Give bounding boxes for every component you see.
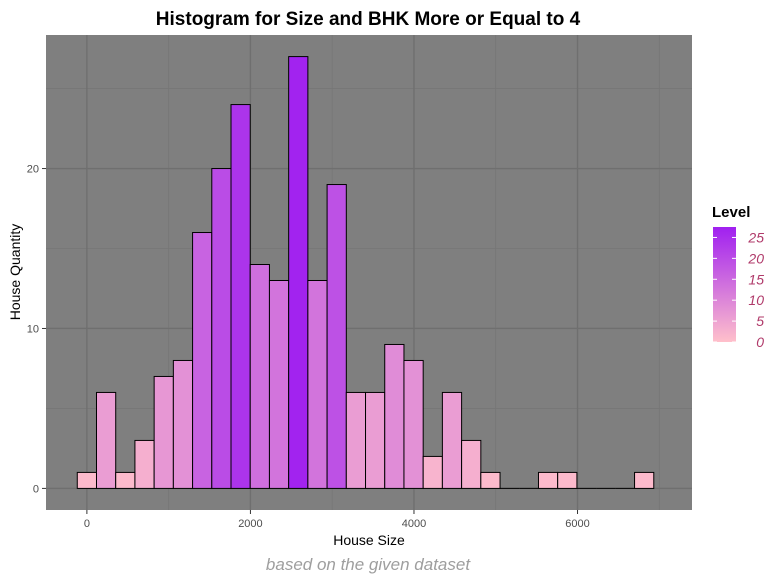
x-tick-label: 0 — [84, 518, 90, 530]
legend-label: 15 — [748, 271, 764, 287]
y-axis: 0 10 20 — [27, 164, 46, 495]
y-tick-label: 20 — [27, 164, 39, 176]
y-tick-label: 0 — [33, 483, 39, 495]
bar-20 — [461, 439, 482, 489]
bar-7 — [211, 168, 232, 489]
bar-12 — [307, 279, 328, 489]
bar-21 — [480, 471, 501, 489]
bar-0 — [76, 471, 97, 489]
bar-5 — [172, 359, 194, 489]
y-axis-title: House Quantity — [7, 224, 23, 321]
legend: Level 25 20 15 10 5 0 — [712, 204, 764, 350]
x-axis: 0 2000 4000 6000 — [84, 510, 590, 530]
bar-29 — [634, 471, 655, 489]
bar-9 — [249, 264, 270, 489]
bar-10 — [268, 279, 290, 489]
bar-25 — [557, 471, 578, 489]
legend-title: Level — [712, 204, 750, 221]
x-tick-label: 6000 — [565, 518, 589, 530]
legend-label: 20 — [747, 250, 764, 266]
bar-11 — [288, 56, 309, 489]
bar-1 — [95, 391, 117, 489]
legend-colorbar — [713, 227, 736, 342]
bar-18 — [422, 455, 443, 489]
legend-label: 25 — [747, 229, 764, 245]
legend-ticks: 25 20 15 10 5 0 — [713, 229, 764, 350]
x-axis-title: House Size — [333, 532, 405, 548]
bar-13 — [326, 184, 347, 489]
legend-label: 10 — [748, 292, 764, 308]
bar-3 — [134, 439, 155, 489]
bars — [76, 56, 655, 489]
legend-label: 5 — [756, 313, 764, 329]
bar-6 — [192, 232, 213, 489]
bar-15 — [365, 391, 386, 489]
legend-label: 0 — [756, 334, 764, 350]
x-tick-label: 4000 — [402, 518, 426, 530]
bar-4 — [153, 375, 174, 489]
x-tick-label: 2000 — [238, 518, 262, 530]
bar-19 — [441, 391, 463, 489]
bar-2 — [115, 471, 136, 489]
bar-17 — [403, 359, 424, 489]
y-tick-label: 10 — [27, 323, 39, 335]
bar-24 — [537, 471, 559, 489]
caption: based on the given dataset — [266, 555, 471, 574]
bar-8 — [230, 104, 251, 489]
bar-16 — [384, 343, 405, 489]
chart-title: Histogram for Size and BHK More or Equal… — [156, 9, 581, 30]
bar-14 — [345, 391, 367, 489]
